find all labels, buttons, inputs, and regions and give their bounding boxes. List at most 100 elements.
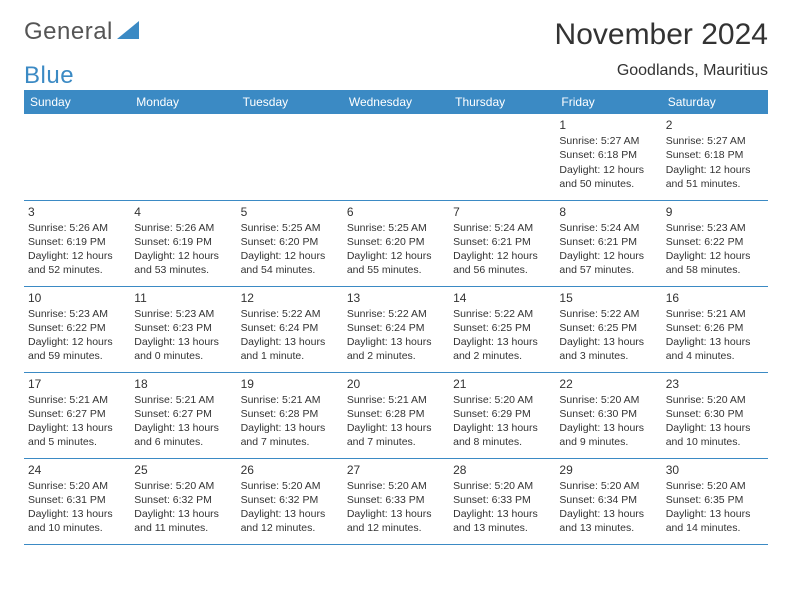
- cell-text: Sunset: 6:27 PM: [134, 407, 232, 421]
- cell-text: Sunset: 6:24 PM: [241, 321, 339, 335]
- cell-text: Sunrise: 5:20 AM: [453, 479, 551, 493]
- day-number: 6: [347, 204, 445, 220]
- cell-text: and 0 minutes.: [134, 349, 232, 363]
- calendar-cell: 30Sunrise: 5:20 AMSunset: 6:35 PMDayligh…: [662, 458, 768, 544]
- cell-text: Sunset: 6:20 PM: [241, 235, 339, 249]
- cell-text: Daylight: 12 hours: [559, 249, 657, 263]
- cell-text: Sunrise: 5:20 AM: [666, 393, 764, 407]
- cell-text: and 8 minutes.: [453, 435, 551, 449]
- cell-text: Sunrise: 5:23 AM: [28, 307, 126, 321]
- calendar-cell: 28Sunrise: 5:20 AMSunset: 6:33 PMDayligh…: [449, 458, 555, 544]
- cell-text: and 13 minutes.: [453, 521, 551, 535]
- cell-text: and 2 minutes.: [347, 349, 445, 363]
- cell-text: Daylight: 13 hours: [453, 335, 551, 349]
- cell-text: Daylight: 13 hours: [241, 507, 339, 521]
- cell-text: Daylight: 13 hours: [241, 421, 339, 435]
- cell-text: Daylight: 12 hours: [666, 163, 764, 177]
- cell-text: Sunset: 6:19 PM: [28, 235, 126, 249]
- day-number: 12: [241, 290, 339, 306]
- calendar-body: 1Sunrise: 5:27 AMSunset: 6:18 PMDaylight…: [24, 114, 768, 544]
- cell-text: Sunrise: 5:20 AM: [347, 479, 445, 493]
- cell-text: Sunset: 6:24 PM: [347, 321, 445, 335]
- calendar-cell: 10Sunrise: 5:23 AMSunset: 6:22 PMDayligh…: [24, 286, 130, 372]
- calendar-week: 17Sunrise: 5:21 AMSunset: 6:27 PMDayligh…: [24, 372, 768, 458]
- cell-text: Sunset: 6:18 PM: [666, 148, 764, 162]
- cell-text: Daylight: 13 hours: [347, 421, 445, 435]
- cell-text: Sunrise: 5:27 AM: [666, 134, 764, 148]
- day-number: 16: [666, 290, 764, 306]
- cell-text: and 50 minutes.: [559, 177, 657, 191]
- calendar-cell: 29Sunrise: 5:20 AMSunset: 6:34 PMDayligh…: [555, 458, 661, 544]
- cell-text: Sunset: 6:30 PM: [666, 407, 764, 421]
- day-number: 28: [453, 462, 551, 478]
- day-number: 26: [241, 462, 339, 478]
- cell-text: Sunset: 6:22 PM: [666, 235, 764, 249]
- cell-text: Daylight: 13 hours: [134, 507, 232, 521]
- cell-text: Sunrise: 5:20 AM: [241, 479, 339, 493]
- cell-text: Sunset: 6:29 PM: [453, 407, 551, 421]
- cell-text: Daylight: 13 hours: [559, 335, 657, 349]
- calendar-cell: 4Sunrise: 5:26 AMSunset: 6:19 PMDaylight…: [130, 200, 236, 286]
- day-number: 17: [28, 376, 126, 392]
- cell-text: and 10 minutes.: [28, 521, 126, 535]
- cell-text: Sunrise: 5:20 AM: [134, 479, 232, 493]
- calendar-cell: 7Sunrise: 5:24 AMSunset: 6:21 PMDaylight…: [449, 200, 555, 286]
- cell-text: and 12 minutes.: [347, 521, 445, 535]
- cell-text: Sunrise: 5:23 AM: [666, 221, 764, 235]
- cell-text: Sunrise: 5:21 AM: [666, 307, 764, 321]
- day-number: 8: [559, 204, 657, 220]
- day-number: 24: [28, 462, 126, 478]
- cell-text: Sunrise: 5:24 AM: [559, 221, 657, 235]
- day-number: 23: [666, 376, 764, 392]
- cell-text: Sunset: 6:33 PM: [347, 493, 445, 507]
- calendar-cell: 27Sunrise: 5:20 AMSunset: 6:33 PMDayligh…: [343, 458, 449, 544]
- cell-text: and 2 minutes.: [453, 349, 551, 363]
- calendar-cell: 19Sunrise: 5:21 AMSunset: 6:28 PMDayligh…: [237, 372, 343, 458]
- cell-text: Daylight: 13 hours: [134, 335, 232, 349]
- calendar-table: SundayMondayTuesdayWednesdayThursdayFrid…: [24, 90, 768, 545]
- cell-text: Sunrise: 5:26 AM: [28, 221, 126, 235]
- calendar-cell: [449, 114, 555, 200]
- day-header: Thursday: [449, 90, 555, 114]
- day-number: 11: [134, 290, 232, 306]
- cell-text: and 5 minutes.: [28, 435, 126, 449]
- cell-text: Sunset: 6:25 PM: [453, 321, 551, 335]
- cell-text: and 56 minutes.: [453, 263, 551, 277]
- calendar-cell: 24Sunrise: 5:20 AMSunset: 6:31 PMDayligh…: [24, 458, 130, 544]
- day-header: Sunday: [24, 90, 130, 114]
- cell-text: and 51 minutes.: [666, 177, 764, 191]
- cell-text: Daylight: 13 hours: [134, 421, 232, 435]
- logo-text-1: General: [24, 18, 113, 46]
- day-header: Saturday: [662, 90, 768, 114]
- cell-text: and 57 minutes.: [559, 263, 657, 277]
- day-number: 27: [347, 462, 445, 478]
- cell-text: Daylight: 13 hours: [453, 421, 551, 435]
- day-number: 2: [666, 117, 764, 133]
- cell-text: and 9 minutes.: [559, 435, 657, 449]
- cell-text: and 52 minutes.: [28, 263, 126, 277]
- cell-text: and 11 minutes.: [134, 521, 232, 535]
- cell-text: Sunset: 6:35 PM: [666, 493, 764, 507]
- calendar-week: 10Sunrise: 5:23 AMSunset: 6:22 PMDayligh…: [24, 286, 768, 372]
- cell-text: and 54 minutes.: [241, 263, 339, 277]
- cell-text: and 53 minutes.: [134, 263, 232, 277]
- cell-text: Sunset: 6:23 PM: [134, 321, 232, 335]
- day-number: 13: [347, 290, 445, 306]
- cell-text: Sunrise: 5:22 AM: [559, 307, 657, 321]
- cell-text: Daylight: 12 hours: [134, 249, 232, 263]
- day-number: 20: [347, 376, 445, 392]
- calendar-cell: 20Sunrise: 5:21 AMSunset: 6:28 PMDayligh…: [343, 372, 449, 458]
- cell-text: Sunrise: 5:20 AM: [28, 479, 126, 493]
- triangle-icon: [117, 18, 139, 46]
- month-title: November 2024: [555, 18, 768, 52]
- cell-text: Sunrise: 5:25 AM: [241, 221, 339, 235]
- cell-text: Daylight: 13 hours: [347, 335, 445, 349]
- cell-text: Sunset: 6:34 PM: [559, 493, 657, 507]
- cell-text: Sunset: 6:20 PM: [347, 235, 445, 249]
- day-number: 5: [241, 204, 339, 220]
- cell-text: Daylight: 13 hours: [559, 421, 657, 435]
- cell-text: Sunrise: 5:25 AM: [347, 221, 445, 235]
- cell-text: Daylight: 12 hours: [28, 335, 126, 349]
- day-number: 19: [241, 376, 339, 392]
- day-number: 29: [559, 462, 657, 478]
